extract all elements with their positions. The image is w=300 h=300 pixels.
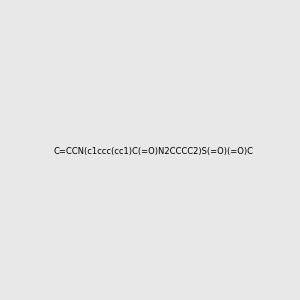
Text: C=CCN(c1ccc(cc1)C(=O)N2CCCC2)S(=O)(=O)C: C=CCN(c1ccc(cc1)C(=O)N2CCCC2)S(=O)(=O)C xyxy=(54,147,254,156)
